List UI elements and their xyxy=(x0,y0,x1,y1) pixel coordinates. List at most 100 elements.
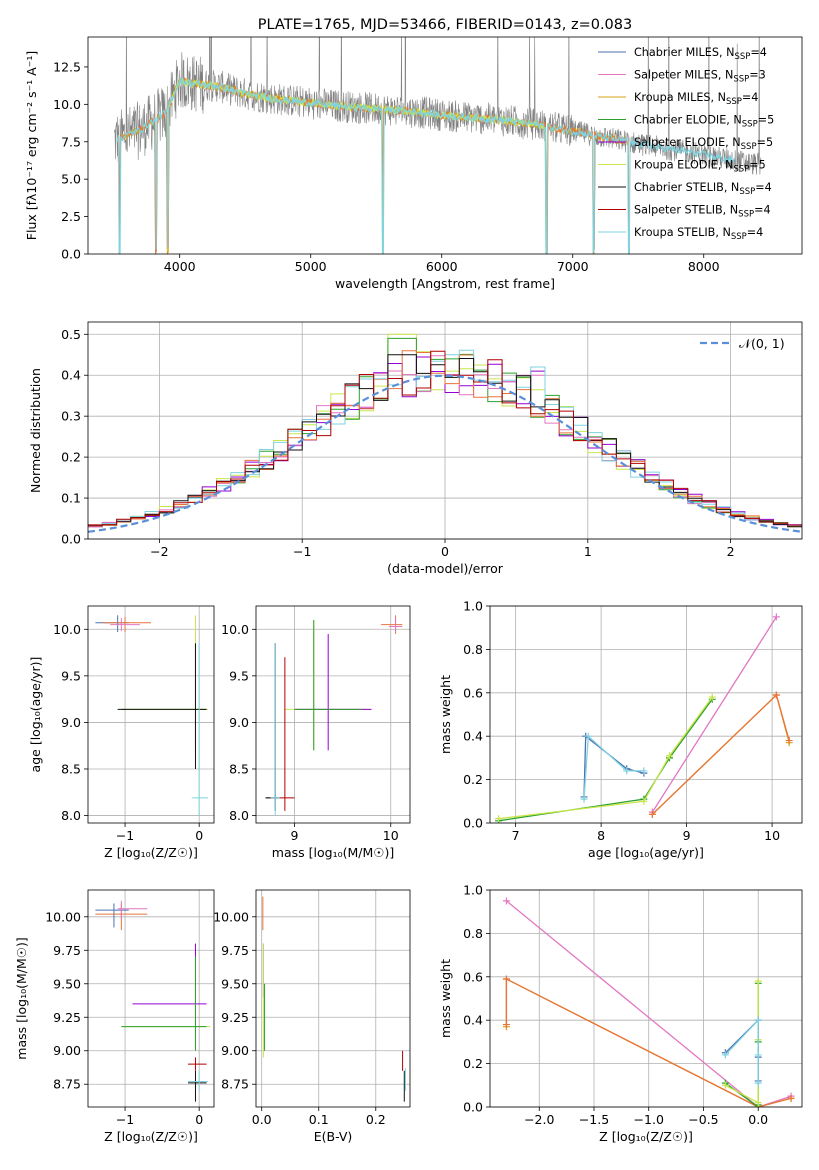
figure-title: PLATE=1765, MJD=53466, FIBERID=0143, z=0… xyxy=(258,17,632,33)
x-tick-label: −2 xyxy=(150,544,168,559)
series-marker xyxy=(754,977,762,985)
legend-subscript: SSP xyxy=(739,187,755,197)
legend-entry: Kroupa ELODIE, NSSP=5 xyxy=(634,159,766,175)
x-tick-label: 6000 xyxy=(426,259,458,274)
legend-subscript: SSP xyxy=(733,75,749,85)
y-tick-label: 0.0 xyxy=(463,1100,483,1115)
series-marker xyxy=(580,795,588,803)
histogram-step xyxy=(88,350,802,527)
y-tick-label: 8.5 xyxy=(229,761,249,776)
x-tick-label: 5000 xyxy=(295,259,327,274)
axes-age_vs_Z: −1 0 8.0 8.5 9.0 9.5 10.0 Z [log₁₀(Z/Z☉)] age [l… xyxy=(28,605,215,860)
x-tick-label: 7 xyxy=(512,828,520,843)
axes-frame xyxy=(87,889,215,1108)
y-axis-label: mass weight xyxy=(438,959,453,1038)
series-line xyxy=(651,693,790,815)
series-marker xyxy=(502,1021,510,1029)
y-tick-label: 5.0 xyxy=(61,172,81,187)
y-tick-label: 2.5 xyxy=(61,209,81,224)
series-line xyxy=(651,616,777,813)
y-tick-label: 1.0 xyxy=(463,883,483,898)
normal-curve xyxy=(88,374,802,533)
series-marker xyxy=(772,613,780,621)
legend-suffix: =5 xyxy=(749,159,766,172)
y-tick-label: 10.00 xyxy=(45,909,81,924)
data-point xyxy=(294,633,372,751)
legend-label: Chabrier ELODIE, N xyxy=(634,114,742,127)
x-tick-label: 2 xyxy=(727,544,735,559)
y-tick-label: 9.00 xyxy=(53,1043,81,1058)
legend-label: Chabrier STELIB, N xyxy=(634,181,739,194)
x-tick-label: −1 xyxy=(116,828,134,843)
x-tick-label: 8 xyxy=(597,828,605,843)
legend-suffix: =4 xyxy=(754,204,771,217)
axes-weight_vs_Z: −2.0 −1.5 −1.0 −0.5 0.0 0.0 0.2 0.4 0.6 0.8 1.0 Z [… xyxy=(438,883,803,1144)
series-marker xyxy=(584,732,592,740)
legend-entry: Salpeter MILES, NSSP=3 xyxy=(634,69,766,85)
data-point xyxy=(121,643,207,751)
legend-suffix: =4 xyxy=(750,46,767,59)
legend-subscript: SSP xyxy=(734,52,750,62)
x-tick-label: −1 xyxy=(116,1112,134,1127)
x-tick-label: 0.0 xyxy=(252,1112,272,1127)
series-line xyxy=(583,734,644,800)
x-axis-label: wavelength [Angstrom, rest frame] xyxy=(335,276,555,291)
legend-suffix: =4 xyxy=(747,226,764,239)
x-axis-label: age [log₁₀(age/yr)] xyxy=(588,845,704,860)
x-axis-label: Z [log₁₀(Z/Z☉)] xyxy=(599,1129,693,1144)
series-marker xyxy=(640,767,648,775)
series-line xyxy=(651,693,790,815)
x-tick-label: 10 xyxy=(764,828,780,843)
y-tick-label: 9.50 xyxy=(221,976,249,991)
legend-suffix: =4 xyxy=(755,181,772,194)
y-tick-label: 0.4 xyxy=(463,1013,483,1028)
histogram-step xyxy=(88,350,802,526)
axes-age_vs_mass: 9 10 8.0 8.5 9.0 9.5 10.0 mass [log₁₀(M/M☉)] xyxy=(221,605,411,860)
x-tick-label: −0.5 xyxy=(688,1112,718,1127)
data-point xyxy=(110,618,140,632)
series-marker xyxy=(721,1081,729,1089)
y-tick-label: 7.5 xyxy=(61,134,81,149)
plot-area-spectrum xyxy=(113,37,762,254)
legend-suffix: =3 xyxy=(749,69,766,82)
x-tick-label: 0 xyxy=(441,544,449,559)
y-tick-label: 0.2 xyxy=(463,772,483,787)
y-axis-label: mass weight xyxy=(438,675,453,754)
plot-area-age_vs_Z xyxy=(95,615,209,816)
y-tick-label: 9.0 xyxy=(61,715,81,730)
y-tick-label: 8.0 xyxy=(229,808,249,823)
plot-area-weight_vs_Z xyxy=(502,897,795,1107)
y-tick-label: 12.5 xyxy=(53,59,81,74)
y-tick-label: 9.00 xyxy=(221,1043,249,1058)
axes-mass_vs_ebv: 0.0 0.1 0.2 8.75 9.00 9.25 9.50 9.75 10.00 E(B-V) xyxy=(213,889,411,1144)
series-line xyxy=(505,977,792,1107)
axes-weight_vs_age: 7 8 9 10 0.0 0.2 0.4 0.6 0.8 1.0 age [log₁₀(age/yr… xyxy=(438,599,803,860)
y-axis-label: Normed distribution xyxy=(28,368,43,493)
axes-frame xyxy=(489,889,803,1108)
y-tick-label: 9.5 xyxy=(61,668,81,683)
legend-label: Chabrier MILES, N xyxy=(634,46,734,59)
legend-entry: 𝒩(0, 1) xyxy=(739,336,785,351)
data-point xyxy=(191,643,209,816)
y-tick-label: 8.0 xyxy=(61,808,81,823)
legend-subscript: SSP xyxy=(741,142,757,152)
series-marker xyxy=(787,1094,795,1102)
y-tick-label: 0.2 xyxy=(61,450,81,465)
x-tick-label: −1.0 xyxy=(634,1112,664,1127)
y-tick-label: 0.0 xyxy=(463,816,483,831)
x-tick-label: 1 xyxy=(584,544,592,559)
legend-entry: Chabrier STELIB, NSSP=4 xyxy=(634,181,772,197)
y-tick-label: 9.75 xyxy=(53,943,81,958)
legend-suffix: =5 xyxy=(758,114,775,127)
legend-label: Kroupa ELODIE, N xyxy=(634,159,733,172)
axes-frame xyxy=(87,321,803,540)
histogram-step xyxy=(88,354,802,528)
series-marker xyxy=(754,1103,762,1107)
y-tick-label: 9.50 xyxy=(53,976,81,991)
y-tick-label: 0.8 xyxy=(463,926,483,941)
y-tick-label: 0.4 xyxy=(61,368,81,383)
series-marker xyxy=(708,693,716,701)
data-point xyxy=(121,956,207,1051)
